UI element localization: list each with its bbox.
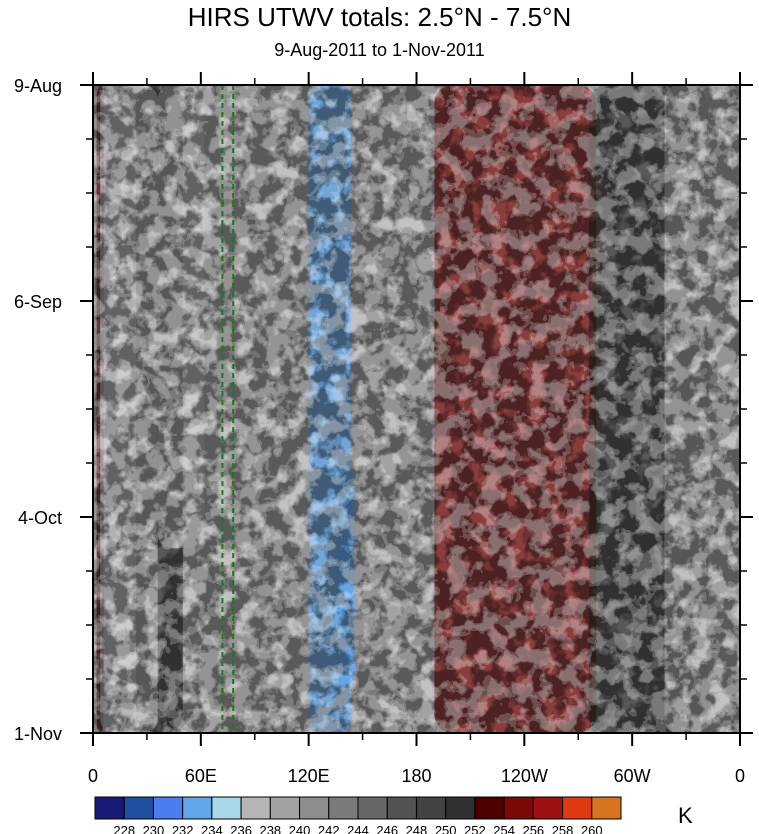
colorbar-swatch bbox=[94, 796, 125, 820]
colorbar-swatch bbox=[503, 796, 534, 820]
x-tick-label: 120W bbox=[501, 766, 548, 786]
colorbar-unit: K bbox=[678, 803, 693, 828]
colorbar-swatch bbox=[591, 796, 622, 820]
x-axis-labels: 0 60E 120E 180 120W 60W 0 bbox=[88, 766, 745, 786]
y-tick-label: 6-Sep bbox=[14, 292, 62, 312]
colorbar-level-label: 248 bbox=[406, 823, 428, 834]
colorbar-swatch bbox=[386, 796, 417, 820]
colorbar-level-label: 252 bbox=[464, 823, 486, 834]
colorbar-swatch bbox=[211, 796, 242, 820]
colorbar-level-label: 228 bbox=[113, 823, 135, 834]
chart-title: HIRS UTWV totals: 2.5°N - 7.5°N bbox=[187, 2, 572, 32]
colorbar-level-label: 246 bbox=[376, 823, 398, 834]
colorbar-level-label: 230 bbox=[143, 823, 165, 834]
x-tick-label: 0 bbox=[88, 766, 98, 786]
colorbar-level-label: 242 bbox=[318, 823, 340, 834]
axis-ticks bbox=[80, 72, 753, 746]
reference-lines bbox=[221, 85, 235, 733]
colorbar-swatch bbox=[299, 796, 330, 820]
colorbar-level-label: 240 bbox=[289, 823, 311, 834]
colorbar-swatch bbox=[269, 796, 301, 820]
y-tick-label: 9-Aug bbox=[14, 76, 62, 96]
chart-subtitle: 9-Aug-2011 to 1-Nov-2011 bbox=[274, 40, 485, 60]
x-tick-label: 120E bbox=[288, 766, 330, 786]
colorbar bbox=[94, 796, 622, 820]
x-tick-label: 60E bbox=[185, 766, 217, 786]
colorbar-swatch bbox=[562, 796, 593, 820]
x-tick-label: 180 bbox=[401, 766, 431, 786]
colorbar-swatch bbox=[328, 796, 359, 820]
colorbar-swatch bbox=[415, 796, 447, 820]
colorbar-level-label: 238 bbox=[259, 823, 281, 834]
colorbar-swatch bbox=[182, 796, 213, 820]
x-tick-label: 0 bbox=[735, 766, 745, 786]
colorbar-swatch bbox=[240, 796, 271, 820]
colorbar-swatch bbox=[123, 796, 154, 820]
colorbar-swatch bbox=[445, 796, 476, 820]
colorbar-labels: 228 230 232 234 236 238 240 242 244 246 248 250 252 2… bbox=[113, 823, 602, 834]
colorbar-swatch bbox=[152, 796, 184, 820]
field-layer bbox=[93, 85, 740, 733]
colorbar-level-label: 236 bbox=[230, 823, 252, 834]
colorbar-level-label: 234 bbox=[201, 823, 223, 834]
colorbar-level-label: 244 bbox=[347, 823, 369, 834]
colorbar-swatch bbox=[357, 796, 388, 820]
y-tick-label: 1-Nov bbox=[14, 724, 62, 744]
colorbar-level-label: 232 bbox=[172, 823, 194, 834]
y-tick-label: 4-Oct bbox=[18, 508, 62, 528]
colorbar-level-label: 256 bbox=[522, 823, 544, 834]
colorbar-level-label: 260 bbox=[581, 823, 603, 834]
colorbar-level-label: 258 bbox=[552, 823, 574, 834]
x-tick-label: 60W bbox=[614, 766, 651, 786]
colorbar-swatch bbox=[474, 796, 505, 820]
colorbar-swatch bbox=[532, 796, 564, 820]
y-axis-labels: 9-Aug 6-Sep 4-Oct 1-Nov bbox=[14, 76, 62, 744]
colorbar-level-label: 250 bbox=[435, 823, 457, 834]
texture-light bbox=[93, 85, 740, 733]
colorbar-level-label: 254 bbox=[493, 823, 515, 834]
